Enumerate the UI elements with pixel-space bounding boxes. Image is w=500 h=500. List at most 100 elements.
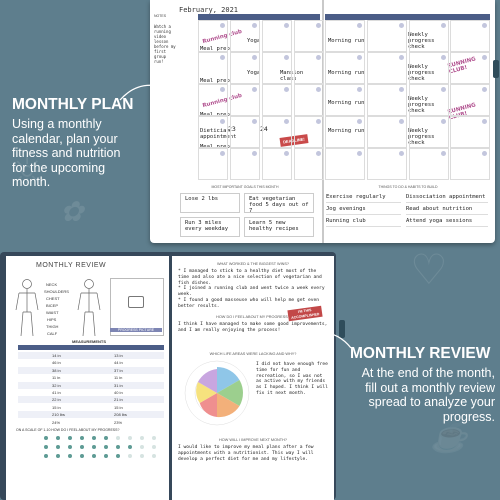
- habit-item: Jog evenings: [326, 205, 401, 215]
- rating-dot[interactable]: [56, 436, 60, 440]
- rating-dot[interactable]: [80, 436, 84, 440]
- rating-dot[interactable]: [80, 445, 84, 449]
- rating-dot[interactable]: [92, 454, 96, 458]
- background-doodle: ✿: [60, 195, 84, 228]
- rating-dot[interactable]: [92, 445, 96, 449]
- rating-dot[interactable]: [68, 445, 72, 449]
- rating-dot[interactable]: [80, 454, 84, 458]
- calendar-entry: Dietician appointment: [200, 128, 237, 140]
- calendar-cell: [325, 20, 365, 52]
- date-dot: [220, 23, 225, 28]
- review-left-page: MONTHLY REVIEW NECK SHOULDERS CHEST BICE…: [6, 256, 169, 500]
- calendar-cell: [367, 52, 407, 84]
- calendar-cell: [450, 52, 490, 84]
- date-dot: [482, 23, 487, 28]
- elastic-band: [493, 60, 499, 78]
- rating-dot[interactable]: [56, 454, 60, 458]
- calendar-entry: Meal prep: [200, 78, 230, 84]
- notes-header: NOTES: [154, 14, 167, 18]
- date-dot: [316, 151, 321, 156]
- rating-dot[interactable]: [152, 436, 156, 440]
- rating-dot[interactable]: [128, 436, 132, 440]
- calendar-cell: [367, 20, 407, 52]
- date-dot: [399, 151, 404, 156]
- calendar-entry: Meal prep: [200, 46, 230, 52]
- rating-dot[interactable]: [140, 454, 144, 458]
- rating-dot[interactable]: [68, 436, 72, 440]
- calendar-cell: [367, 148, 407, 180]
- feel-header: HOW DO I FEEL ABOUT MY PROGRESS?: [216, 315, 290, 319]
- date-dot: [220, 119, 225, 124]
- rating-dot[interactable]: [44, 454, 48, 458]
- calendar-entry: Morning run: [328, 70, 365, 76]
- rating-dot[interactable]: [152, 445, 156, 449]
- monthly-plan-spread: February, 2021 NOTES Watch a running vid…: [150, 0, 499, 243]
- measurement-after: 40 in: [114, 390, 123, 395]
- elastic-band: [339, 320, 345, 338]
- calendar-cell: [294, 116, 324, 148]
- rating-dot[interactable]: [140, 436, 144, 440]
- date-dot: [252, 87, 257, 92]
- measurement-after: 44 in: [114, 360, 123, 366]
- rating-dot[interactable]: [68, 454, 72, 458]
- rating-dot[interactable]: [128, 445, 132, 449]
- habit-item: Running club: [326, 217, 401, 227]
- goals-header: MOST IMPORTANT GOALS THIS MONTH: [211, 185, 279, 189]
- date-dot: [316, 55, 321, 60]
- review-title: MONTHLY REVIEW: [36, 262, 107, 269]
- rating-dot[interactable]: [128, 454, 132, 458]
- calendar-cell: [262, 52, 292, 84]
- measurement-before: 32 in: [52, 382, 61, 388]
- rating-dot[interactable]: [104, 454, 108, 458]
- monthly-review-title: MONTHLY REVIEW: [350, 345, 491, 362]
- rating-dot[interactable]: [116, 454, 120, 458]
- date-dot: [399, 87, 404, 92]
- date-dot: [284, 87, 289, 92]
- calendar-cell: [325, 52, 365, 84]
- background-doodle: ☕: [430, 420, 468, 455]
- lacking-text: I did not have enough free time for fun …: [256, 362, 328, 396]
- calendar-cell: [262, 20, 292, 52]
- camera-icon: [128, 296, 144, 308]
- date-dot: [252, 55, 257, 60]
- measurement-after: 208 lbs: [114, 412, 127, 418]
- wins-header: WHAT WORKED & THE BIGGEST WINS?: [216, 262, 290, 266]
- habits-header: THINGS TO DO & HABITS TO BUILD: [378, 185, 438, 189]
- body-label: THIGH: [46, 324, 59, 329]
- calendar-cell: [450, 84, 490, 116]
- rating-dot[interactable]: [44, 436, 48, 440]
- rating-dot[interactable]: [116, 445, 120, 449]
- habit-item: Attend yoga sessions: [406, 217, 488, 227]
- date-dot: [399, 119, 404, 124]
- rating-dot[interactable]: [140, 445, 144, 449]
- arrow-icon: [308, 328, 352, 349]
- measurement-before: 210 lbs: [52, 412, 65, 418]
- rating-dot[interactable]: [56, 445, 60, 449]
- calendar-cell: [230, 20, 260, 52]
- body-label: WAIST: [46, 310, 59, 315]
- date-dot: [399, 23, 404, 28]
- table-row: 15 in 15 in: [18, 403, 164, 411]
- rating-dot[interactable]: [92, 436, 96, 440]
- calendar-cell: [230, 52, 260, 84]
- arrow-icon: [119, 81, 161, 101]
- goal-item: Learn 5 new healthy recipes: [244, 217, 314, 237]
- body-silhouette-icon: [15, 279, 39, 337]
- rating-dot[interactable]: [104, 445, 108, 449]
- calendar-cell: [198, 148, 228, 180]
- background-doodle: ☼: [10, 150, 45, 194]
- rating-dot[interactable]: [116, 436, 120, 440]
- calendar-cell: [230, 148, 260, 180]
- progress-picture-box[interactable]: [110, 278, 164, 336]
- date-dot: [357, 55, 362, 60]
- table-row: 46 in 44 in: [18, 359, 164, 367]
- calendar-cell: [409, 84, 449, 116]
- habit-item: Read about nutrition: [406, 205, 488, 215]
- calendar-cell: [198, 52, 228, 84]
- rating-dot[interactable]: [44, 445, 48, 449]
- rating-dot[interactable]: [152, 454, 156, 458]
- rating-dot[interactable]: [104, 436, 108, 440]
- calendar-entry: Morning run: [328, 38, 365, 44]
- date-number: 23: [228, 125, 236, 133]
- calendar-entry: Yoga: [247, 70, 261, 76]
